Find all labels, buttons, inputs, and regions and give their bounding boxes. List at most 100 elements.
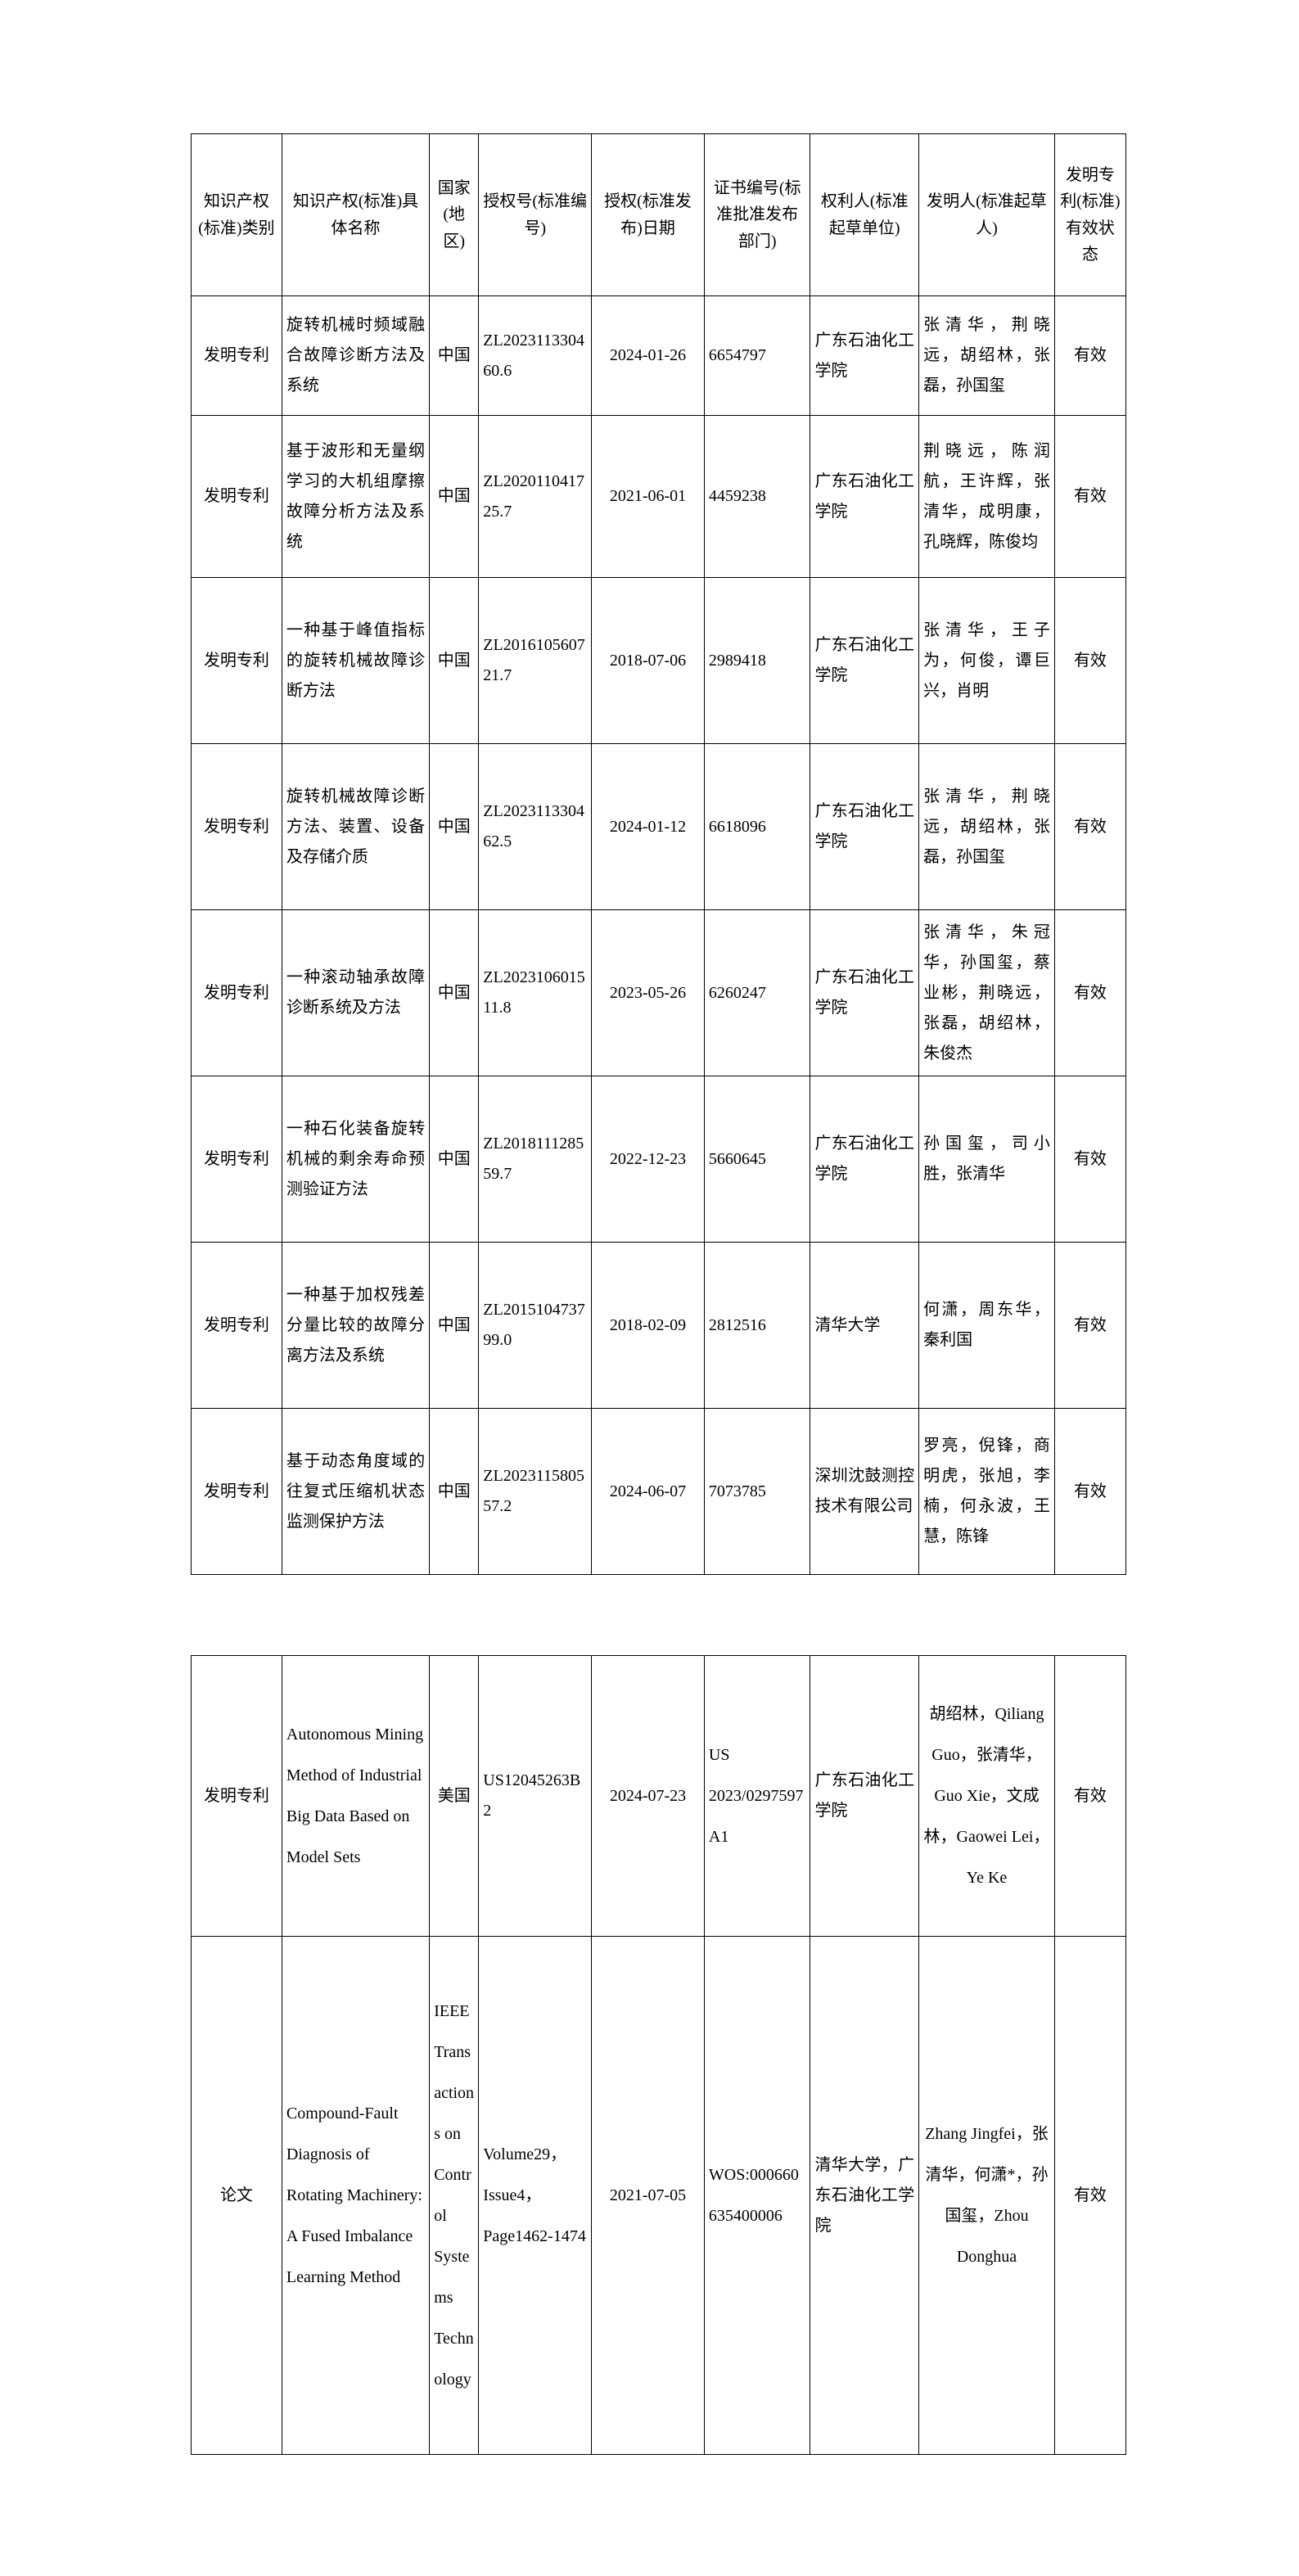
cell-grant-no: ZL201811128559.7 — [478, 1076, 593, 1243]
cell-cert-no: US 2023/0297597 A1 — [703, 1655, 811, 1937]
cell-status: 有效 — [1053, 295, 1127, 416]
table-row: 论文 Compound-Fault Diagnosis of Rotating … — [191, 1936, 1127, 2455]
ip-table-block-a: 知识产权(标准)类别 知识产权(标准)具体名称 国家(地区) 授权号(标准编号)… — [191, 133, 1127, 1575]
cell-grant-date: 2018-02-09 — [591, 1242, 705, 1409]
cell-cert-no: 5660645 — [703, 1076, 811, 1243]
cell-holder: 清华大学 — [810, 1242, 920, 1409]
cell-holder: 清华大学，广东石油化工学院 — [810, 1936, 920, 2455]
cell-grant-no: ZL202310601511.8 — [478, 909, 593, 1076]
cell-name: 一种基于峰值指标的旋转机械故障诊断方法 — [281, 577, 431, 744]
cell-category: 发明专利 — [191, 295, 282, 416]
cell-name: Autonomous Mining Method of Industrial B… — [281, 1655, 431, 1937]
ip-table-block-b: 发明专利 Autonomous Mining Method of Industr… — [191, 1655, 1127, 2455]
cell-holder: 广东石油化工学院 — [810, 1655, 920, 1937]
cell-status: 有效 — [1053, 743, 1127, 910]
table-header: 知识产权(标准)类别 知识产权(标准)具体名称 国家(地区) 授权号(标准编号)… — [191, 133, 1127, 296]
cell-category: 发明专利 — [191, 743, 282, 910]
cell-country: 中国 — [429, 1076, 480, 1243]
column-header-holder: 权利人(标准起草单位) — [810, 133, 920, 296]
cell-grant-no: ZL202311580557.2 — [478, 1408, 593, 1575]
column-header-grant-no: 授权号(标准编号) — [478, 133, 593, 296]
cell-country: IEEE Transactions on Control Systems Tec… — [429, 1936, 480, 2455]
cell-holder: 广东石油化工学院 — [810, 743, 920, 910]
cell-inventors: 张清华，朱冠华，孙国玺，蔡业彬，荆晓远，张磊，胡绍林，朱俊杰 — [918, 909, 1055, 1076]
cell-category: 发明专利 — [191, 1655, 282, 1937]
column-header-grant-date: 授权(标准发布)日期 — [591, 133, 705, 296]
cell-name: 一种滚动轴承故障诊断系统及方法 — [281, 909, 431, 1076]
cell-inventors: 何潇，周东华，秦利国 — [918, 1242, 1055, 1409]
cell-name: Compound-Fault Diagnosis of Rotating Mac… — [281, 1936, 431, 2455]
cell-status: 有效 — [1053, 1936, 1127, 2455]
table-row: 发明专利 Autonomous Mining Method of Industr… — [191, 1655, 1127, 1937]
cell-name: 一种石化装备旋转机械的剩余寿命预测验证方法 — [281, 1076, 431, 1243]
cell-grant-date: 2023-05-26 — [591, 909, 705, 1076]
cell-name: 一种基于加权残差分量比较的故障分离方法及系统 — [281, 1242, 431, 1409]
cell-inventors: 孙国玺，司小胜，张清华 — [918, 1076, 1055, 1243]
cell-cert-no: 2989418 — [703, 577, 811, 744]
cell-category: 发明专利 — [191, 577, 282, 744]
ip-table: 知识产权(标准)类别 知识产权(标准)具体名称 国家(地区) 授权号(标准编号)… — [191, 133, 1127, 1575]
cell-country: 中国 — [429, 909, 480, 1076]
cell-grant-date: 2021-07-05 — [591, 1936, 705, 2455]
cell-grant-no: ZL202311330462.5 — [478, 743, 593, 910]
cell-status: 有效 — [1053, 1655, 1127, 1937]
cell-grant-date: 2024-01-12 — [591, 743, 705, 910]
table-row: 发明专利 一种石化装备旋转机械的剩余寿命预测验证方法 中国 ZL20181112… — [191, 1076, 1127, 1243]
cell-grant-no: ZL201510473799.0 — [478, 1242, 593, 1409]
cell-status: 有效 — [1053, 577, 1127, 744]
cell-country: 中国 — [429, 415, 480, 578]
cell-category: 论文 — [191, 1936, 282, 2455]
table-row: 发明专利 一种滚动轴承故障诊断系统及方法 中国 ZL202310601511.8… — [191, 909, 1127, 1076]
cell-grant-date: 2024-07-23 — [591, 1655, 705, 1937]
cell-cert-no: 6654797 — [703, 295, 811, 416]
cell-category: 发明专利 — [191, 415, 282, 578]
header-row: 知识产权(标准)类别 知识产权(标准)具体名称 国家(地区) 授权号(标准编号)… — [191, 133, 1127, 296]
table-row: 发明专利 基于波形和无量纲学习的大机组摩擦故障分析方法及系统 中国 ZL2020… — [191, 415, 1127, 578]
cell-grant-date: 2022-12-23 — [591, 1076, 705, 1243]
cell-grant-date: 2021-06-01 — [591, 415, 705, 578]
cell-inventors: 张清华，王子为，何俊，谭巨兴，肖明 — [918, 577, 1055, 744]
table-body-continued: 发明专利 Autonomous Mining Method of Industr… — [191, 1655, 1127, 2455]
cell-name: 基于动态角度域的往复式压缩机状态监测保护方法 — [281, 1408, 431, 1575]
column-header-status: 发明专利(标准)有效状态 — [1053, 133, 1127, 296]
table-row: 发明专利 一种基于加权残差分量比较的故障分离方法及系统 中国 ZL2015104… — [191, 1242, 1127, 1409]
cell-holder: 广东石油化工学院 — [810, 1076, 920, 1243]
table-row: 发明专利 一种基于峰值指标的旋转机械故障诊断方法 中国 ZL2016105607… — [191, 577, 1127, 744]
cell-cert-no: 6618096 — [703, 743, 811, 910]
table-body: 发明专利 旋转机械时频域融合故障诊断方法及系统 中国 ZL20231133046… — [191, 295, 1127, 1575]
cell-inventors: 荆晓远，陈润航，王许辉，张清华，成明康，孔晓辉，陈俊均 — [918, 415, 1055, 578]
cell-status: 有效 — [1053, 415, 1127, 578]
cell-holder: 广东石油化工学院 — [810, 577, 920, 744]
cell-status: 有效 — [1053, 1408, 1127, 1575]
cell-grant-date: 2024-01-26 — [591, 295, 705, 416]
table-row: 发明专利 旋转机械故障诊断方法、装置、设备及存储介质 中国 ZL20231133… — [191, 743, 1127, 910]
cell-country: 中国 — [429, 1408, 480, 1575]
cell-category: 发明专利 — [191, 1242, 282, 1409]
cell-holder: 深圳沈鼓测控技术有限公司 — [810, 1408, 920, 1575]
cell-country: 中国 — [429, 1242, 480, 1409]
cell-grant-no: Volume29，Issue4，Page1462-1474 — [478, 1936, 593, 2455]
column-header-cert-no: 证书编号(标准批准发布部门) — [703, 133, 811, 296]
column-header-name: 知识产权(标准)具体名称 — [281, 133, 431, 296]
cell-name: 旋转机械时频域融合故障诊断方法及系统 — [281, 295, 431, 416]
cell-category: 发明专利 — [191, 909, 282, 1076]
cell-cert-no: 6260247 — [703, 909, 811, 1076]
cell-cert-no: 7073785 — [703, 1408, 811, 1575]
cell-category: 发明专利 — [191, 1076, 282, 1243]
cell-status: 有效 — [1053, 1242, 1127, 1409]
column-header-inventors: 发明人(标准起草人) — [918, 133, 1055, 296]
cell-grant-date: 2018-07-06 — [591, 577, 705, 744]
cell-country: 美国 — [429, 1655, 480, 1937]
table-row: 发明专利 基于动态角度域的往复式压缩机状态监测保护方法 中国 ZL2023115… — [191, 1408, 1127, 1575]
cell-grant-no: ZL202011041725.7 — [478, 415, 593, 578]
ip-table-continued: 发明专利 Autonomous Mining Method of Industr… — [191, 1655, 1127, 2455]
cell-inventors: 张清华，荆晓远，胡绍林，张磊，孙国玺 — [918, 743, 1055, 910]
cell-cert-no: 4459238 — [703, 415, 811, 578]
cell-inventors: 张清华，荆晓远，胡绍林，张磊，孙国玺 — [918, 295, 1055, 416]
cell-holder: 广东石油化工学院 — [810, 295, 920, 416]
cell-name: 基于波形和无量纲学习的大机组摩擦故障分析方法及系统 — [281, 415, 431, 578]
cell-holder: 广东石油化工学院 — [810, 415, 920, 578]
cell-category: 发明专利 — [191, 1408, 282, 1575]
table-row: 发明专利 旋转机械时频域融合故障诊断方法及系统 中国 ZL20231133046… — [191, 295, 1127, 416]
